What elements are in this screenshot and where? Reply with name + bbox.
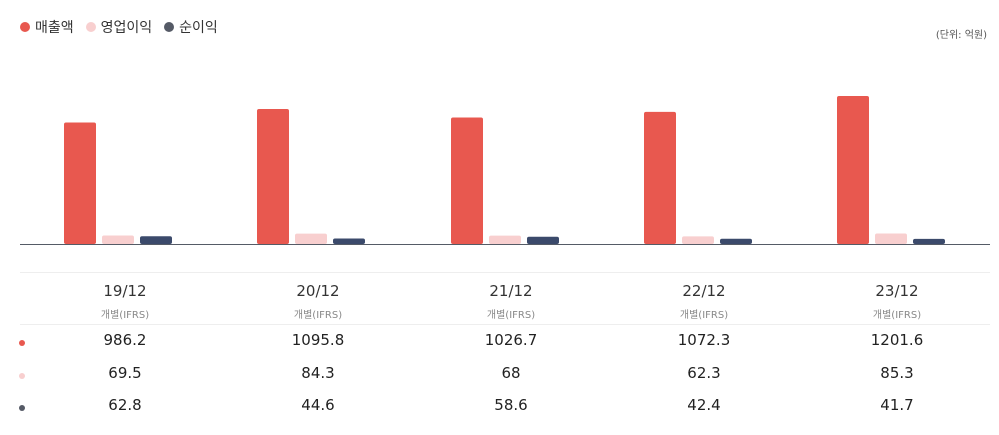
row-net-income-cell: 44.6	[301, 396, 335, 414]
row-operating-profit-cell: 84.3	[301, 364, 335, 382]
row-net-income-cell: 62.8	[108, 396, 142, 414]
column-basis: 개별(IFRS)	[679, 310, 729, 321]
legend-dot-net-income	[164, 22, 175, 32]
row-net-income-cell: 58.6	[494, 396, 528, 414]
row-revenue-cell: 1095.8	[291, 331, 345, 349]
legend-dot-operating-profit	[85, 22, 96, 32]
bar-revenue-19-12[interactable]	[64, 122, 96, 244]
bar-net-income-22-12[interactable]	[720, 238, 752, 244]
table-divider-header	[20, 324, 990, 325]
bar-chart	[20, 96, 990, 245]
row-operating-profit-cell: 85.3	[880, 364, 914, 382]
bar-revenue-21-12[interactable]	[451, 117, 483, 244]
column-basis: 개별(IFRS)	[293, 310, 343, 321]
legend-dot-revenue	[20, 22, 30, 32]
row-operating-profit-dot	[19, 373, 25, 379]
bar-operating-profit-23-12[interactable]	[875, 233, 907, 244]
column-date: 21/12	[489, 282, 533, 300]
unit-label: (단위: 억원)	[935, 30, 987, 41]
table-divider-top	[20, 272, 990, 273]
bar-operating-profit-19-12[interactable]	[102, 235, 134, 244]
row-operating-profit-cell: 68	[501, 364, 521, 382]
row-net-income-cell: 42.4	[687, 396, 721, 414]
bar-operating-profit-22-12[interactable]	[682, 236, 714, 244]
bar-operating-profit-20-12[interactable]	[295, 233, 327, 244]
chart-legend: 매출액 영업이익 순이익	[20, 17, 218, 37]
legend-label-revenue: 매출액	[35, 20, 74, 36]
column-date: 20/12	[296, 282, 340, 300]
column-header: 22/12 개별(IFRS)	[624, 282, 784, 321]
legend-item-operating-profit[interactable]: 영업이익	[85, 17, 153, 37]
bar-net-income-20-12[interactable]	[333, 238, 365, 244]
row-net-income-dot	[19, 405, 25, 411]
row-revenue-dot	[19, 340, 25, 346]
column-basis: 개별(IFRS)	[486, 310, 536, 321]
bar-operating-profit-21-12[interactable]	[489, 235, 521, 244]
legend-label-operating-profit: 영업이익	[100, 20, 153, 36]
bar-net-income-19-12[interactable]	[140, 236, 172, 244]
column-date: 23/12	[875, 282, 919, 300]
column-header: 23/12 개별(IFRS)	[817, 282, 977, 321]
legend-item-revenue[interactable]: 매출액	[20, 17, 74, 37]
row-revenue-cell: 1201.6	[870, 331, 924, 349]
row-revenue-cell: 986.2	[103, 331, 147, 349]
row-operating-profit-cell: 62.3	[687, 364, 721, 382]
bar-net-income-23-12[interactable]	[913, 238, 945, 244]
row-net-income-cell: 41.7	[880, 396, 914, 414]
column-date: 22/12	[682, 282, 726, 300]
column-header: 20/12 개별(IFRS)	[238, 282, 398, 321]
bar-revenue-20-12[interactable]	[257, 109, 289, 245]
column-date: 19/12	[103, 282, 147, 300]
row-revenue-cell: 1072.3	[677, 331, 731, 349]
column-header: 21/12 개별(IFRS)	[431, 282, 591, 321]
column-basis: 개별(IFRS)	[872, 310, 922, 321]
legend-item-net-income[interactable]: 순이익	[164, 17, 218, 37]
bar-revenue-23-12[interactable]	[837, 96, 869, 244]
column-basis: 개별(IFRS)	[100, 310, 150, 321]
column-header: 19/12 개별(IFRS)	[45, 282, 205, 321]
legend-label-net-income: 순이익	[179, 20, 218, 36]
bar-net-income-21-12[interactable]	[527, 236, 559, 244]
row-revenue-cell: 1026.7	[484, 331, 538, 349]
bar-revenue-22-12[interactable]	[644, 111, 676, 244]
row-operating-profit-cell: 69.5	[108, 364, 142, 382]
